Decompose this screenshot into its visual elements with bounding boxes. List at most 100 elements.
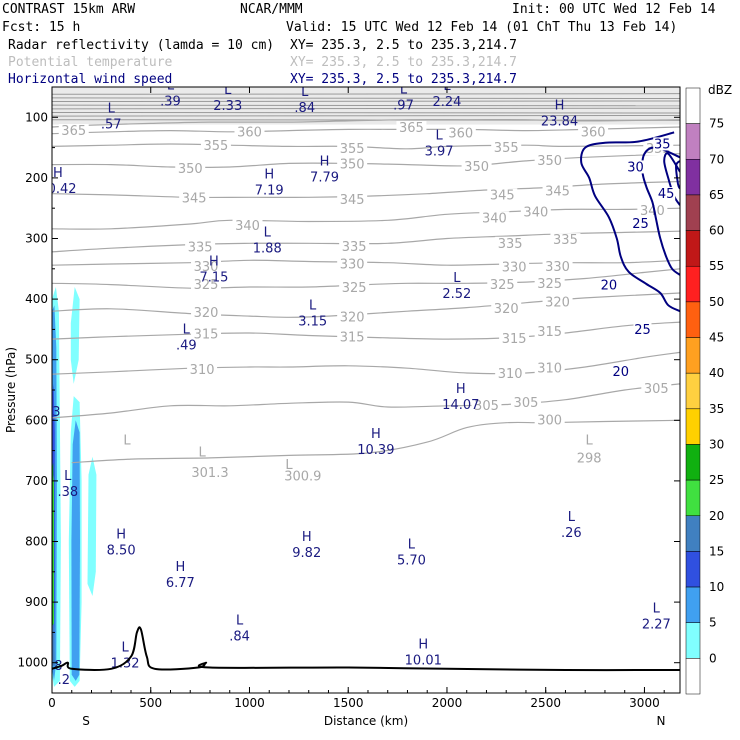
field-name: Horizontal wind speed	[8, 72, 172, 87]
isentrope-label-bg	[187, 362, 218, 376]
upper-isentrope	[52, 114, 680, 117]
x-axis: 0 500 1000 1500 2000 2500 3000	[48, 87, 665, 710]
extremum-type: H	[371, 427, 381, 442]
isotach-label-bg	[626, 160, 645, 174]
x-tick-label: 0	[48, 696, 56, 710]
isentrope-label-bg	[337, 157, 368, 171]
isentrope-label-bg	[520, 205, 551, 219]
isotach-label-bg	[611, 365, 630, 379]
colorbar-tick-label: 10	[709, 580, 724, 594]
extremum-type: H	[418, 638, 428, 653]
isentrope-label-bg	[495, 367, 526, 381]
isentrope-label: 301.3	[191, 466, 228, 481]
extremum-type: L	[121, 641, 129, 656]
isotach-label-bg	[657, 187, 676, 201]
isentrope-label: 330	[194, 260, 219, 275]
isotach-label: 45	[658, 187, 675, 202]
isentrope-label: 305	[514, 396, 539, 411]
isentrope-label-bg	[445, 126, 476, 140]
isentrope-extremum-marker: L	[198, 446, 206, 461]
colorbar-tick-label: 40	[709, 366, 724, 380]
isotach-35	[675, 160, 680, 190]
colorbar-swatch	[685, 408, 701, 445]
isentrope-label: 300.9	[284, 469, 321, 484]
isentrope-label: 345	[490, 188, 515, 203]
extremum-type: L	[568, 510, 576, 525]
isentrope-label-bg	[471, 399, 502, 413]
colorbar-tick-label: 55	[709, 259, 724, 273]
isentrope-label: 315	[194, 328, 219, 343]
colorbar-tick-label: 5	[709, 616, 717, 630]
edge-value-label: 3	[52, 405, 60, 420]
colorbar-tick-label: 25	[709, 473, 724, 487]
isotach-label: 25	[632, 217, 649, 232]
colorbar-tick-label: 30	[709, 437, 724, 451]
isentrope-label-bg	[499, 331, 530, 345]
isentrope-label: 350	[340, 157, 365, 172]
extremum-value: 9.82	[292, 546, 321, 561]
isentrope-label-bg	[191, 259, 222, 273]
institution: NCAR/MMM	[240, 2, 303, 17]
wind-speed-labels: 30 25 20 25 20 45 35	[599, 137, 676, 380]
extremum-value: 7.19	[255, 183, 284, 198]
plot-area	[52, 87, 680, 693]
isentrope-label-bg	[542, 295, 573, 309]
field-name: Radar reflectivity (lamda = 10 cm)	[8, 38, 274, 53]
x-tick-label: 2000	[432, 696, 463, 710]
isentrope-label: 315	[502, 332, 527, 347]
isentrope-label-bg	[487, 277, 518, 291]
isentrope-label: 360	[237, 125, 262, 140]
upper-isentrope	[52, 111, 680, 114]
isentrope-label-bg	[282, 469, 323, 483]
isotach-label: 25	[634, 323, 651, 338]
extremum-value: .26	[561, 526, 582, 541]
isentrope-label-bg	[534, 153, 565, 167]
isentrope-label: 360	[448, 126, 473, 141]
isentrope-label: 330	[502, 260, 527, 275]
isentrope-label: 335	[188, 240, 213, 255]
x-tick-label: 1000	[234, 696, 265, 710]
colorbar-tick-label: 0	[709, 651, 717, 665]
isentrope-label-bg	[234, 125, 265, 139]
isentrope-label: 320	[494, 302, 519, 317]
colorbar-tick-label: 65	[709, 188, 724, 202]
y-tick-label: 600	[25, 413, 48, 427]
extremum-type: H	[456, 382, 466, 397]
isentrope-label-bg	[58, 124, 89, 138]
isentrope-label: 298	[577, 451, 602, 466]
isentrope-label-bg	[337, 310, 368, 324]
colorbar-tick-label: 15	[709, 544, 724, 558]
isentrope-label-bg	[179, 191, 210, 205]
isentrope-extremum-marker: L	[285, 458, 293, 473]
colorbar-swatch	[685, 658, 701, 695]
isentrope-label: 340	[482, 211, 507, 226]
isentrope-label: 345	[340, 193, 365, 208]
upper-isentrope	[52, 97, 680, 100]
extremum-value: 10.39	[357, 443, 394, 458]
extremum-value: 23.84	[541, 114, 578, 129]
isotach-label: 35	[654, 137, 671, 152]
isentrope-360	[52, 126, 680, 135]
isentrope-label: 325	[490, 278, 515, 293]
isentrope-label: 355	[494, 141, 519, 156]
isentrope-label: 325	[194, 278, 219, 293]
colorbar-swatch	[685, 586, 701, 623]
south-end-label: S	[82, 714, 90, 728]
isentrope-label-bg	[191, 327, 222, 341]
isentrope-label-bg	[534, 325, 565, 339]
extremum-value: 6.77	[166, 576, 195, 591]
x-tick-label: 3000	[629, 696, 660, 710]
y-tick-label: 700	[25, 474, 48, 488]
field-xy: XY= 235.3, 2.5 to 235.3,214.7	[290, 55, 517, 70]
isentrope-label-bg	[232, 219, 263, 233]
isentrope-label-bg	[189, 465, 230, 479]
extremum-value: 7.15	[199, 271, 228, 286]
extremum-type: L	[236, 613, 244, 628]
extremum-value: 2.27	[642, 617, 671, 632]
extremum-type: H	[320, 155, 330, 170]
isotach-label: 20	[612, 365, 629, 380]
isentrope-label: 340	[640, 204, 665, 219]
extremum-type: L	[301, 85, 309, 100]
extremum-type: L	[309, 298, 317, 313]
